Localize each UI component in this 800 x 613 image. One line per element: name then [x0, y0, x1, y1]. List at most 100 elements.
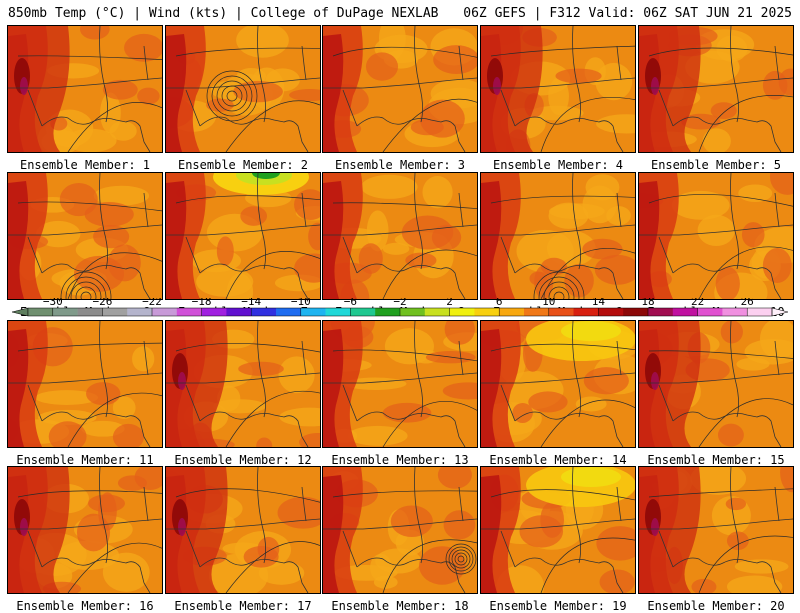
colorbar-swatch	[226, 308, 252, 316]
colorbar-tick-label: −30	[43, 298, 63, 308]
ensemble-member-panel: Ensemble Member: 13	[322, 320, 478, 467]
colorbar-tick-label: 2	[446, 298, 453, 308]
ensemble-member-label: Ensemble Member: 2	[177, 158, 309, 172]
ensemble-member-panel: Ensemble Member: 16	[7, 466, 163, 613]
colorbar-swatch	[474, 308, 500, 316]
ensemble-member-label: Ensemble Member: 20	[647, 599, 785, 613]
colorbar-swatch	[499, 308, 525, 316]
ensemble-member-map	[638, 25, 794, 153]
colorbar-swatch	[102, 308, 128, 316]
colorbar-swatch	[548, 308, 574, 316]
ensemble-member-map	[480, 172, 636, 300]
ensemble-member-map	[638, 466, 794, 594]
ensemble-member-panel: Ensemble Member: 6	[7, 172, 163, 319]
ensemble-member-panel: Ensemble Member: 2	[165, 25, 321, 172]
colorbar-tick-label: −6	[344, 298, 357, 308]
colorbar-tick-label: 18	[641, 298, 654, 308]
colorbar-tick-label: −10	[291, 298, 311, 308]
ensemble-member-panel: Ensemble Member: 15	[638, 320, 794, 467]
run-valid-time: 06Z GEFS | F312 Valid: 06Z SAT JUN 21 20…	[463, 6, 792, 21]
ensemble-member-label: Ensemble Member: 19	[489, 599, 627, 613]
ensemble-member-label: Ensemble Member: 3	[334, 158, 466, 172]
ensemble-member-label: Ensemble Member: 5	[650, 158, 782, 172]
ensemble-member-map	[165, 320, 321, 448]
colorbar-tick-label: 6	[496, 298, 503, 308]
ensemble-member-panel: Ensemble Member: 3	[322, 25, 478, 172]
ensemble-member-panel: Ensemble Member: 9	[480, 172, 636, 319]
colorbar-swatch	[424, 308, 450, 316]
ensemble-member-label: Ensemble Member: 18	[331, 599, 469, 613]
ensemble-member-label: Ensemble Member: 4	[492, 158, 624, 172]
ensemble-member-map	[165, 172, 321, 300]
colorbar-swatch	[697, 308, 723, 316]
ensemble-member-map	[480, 25, 636, 153]
ensemble-member-map	[7, 466, 163, 594]
colorbar-swatch	[623, 308, 649, 316]
ensemble-member-label: Ensemble Member: 17	[174, 599, 312, 613]
colorbar-swatch	[276, 308, 302, 316]
colorbar-tick-label: 14	[592, 298, 606, 308]
colorbar-swatch	[350, 308, 376, 316]
ensemble-member-panel: Ensemble Member: 1	[7, 25, 163, 172]
colorbar-swatch	[52, 308, 78, 316]
ensemble-member-panel: Ensemble Member: 10	[638, 172, 794, 319]
ensemble-member-panel: Ensemble Member: 8	[322, 172, 478, 319]
colorbar-swatch	[672, 308, 698, 316]
colorbar-swatch	[648, 308, 674, 316]
ensemble-member-label: Ensemble Member: 14	[489, 453, 627, 467]
ensemble-member-map	[7, 320, 163, 448]
colorbar-swatch	[77, 308, 103, 316]
colorbar-swatch	[524, 308, 550, 316]
ensemble-member-map	[165, 25, 321, 153]
ensemble-member-panel: Ensemble Member: 20	[638, 466, 794, 613]
ensemble-member-panel: Ensemble Member: 14	[480, 320, 636, 467]
colorbar-tick-label: 26	[741, 298, 754, 308]
colorbar-swatch	[176, 308, 202, 316]
ensemble-member-label: Ensemble Member: 16	[16, 599, 154, 613]
map-title: 850mb Temp (°C) | Wind (kts) | College o…	[8, 6, 439, 21]
ensemble-member-panel: Ensemble Member: 18	[322, 466, 478, 613]
colorbar-tick-label: 22	[691, 298, 704, 308]
colorbar-swatch	[251, 308, 277, 316]
colorbar-tick-label: −14	[241, 298, 261, 308]
colorbar-swatch	[127, 308, 153, 316]
ensemble-member-map	[322, 25, 478, 153]
ensemble-member-map	[322, 466, 478, 594]
colorbar-swatch	[375, 308, 401, 316]
ensemble-member-label: Ensemble Member: 12	[174, 453, 312, 467]
colorbar-swatch	[152, 308, 178, 316]
ensemble-member-map	[7, 172, 163, 300]
ensemble-member-map	[480, 320, 636, 448]
ensemble-member-label: Ensemble Member: 13	[331, 453, 469, 467]
ensemble-member-panel: Ensemble Member: 19	[480, 466, 636, 613]
ensemble-member-label: Ensemble Member: 1	[19, 158, 151, 172]
ensemble-member-map	[322, 172, 478, 300]
ensemble-member-label: Ensemble Member: 11	[16, 453, 154, 467]
ensemble-member-map	[480, 466, 636, 594]
ensemble-member-map	[165, 466, 321, 594]
ensemble-member-panel: Ensemble Member: 7	[165, 172, 321, 319]
colorbar-swatch	[573, 308, 599, 316]
colorbar-tick-label: −22	[142, 298, 162, 308]
colorbar-swatch	[201, 308, 227, 316]
colorbar-swatch	[722, 308, 748, 316]
temperature-colorbar: −30−26−22−18−14−10−6−2261014182226303438…	[10, 298, 790, 320]
colorbar-max-arrow	[771, 307, 789, 317]
colorbar-min-arrow	[11, 307, 29, 317]
ensemble-member-label: Ensemble Member: 15	[647, 453, 785, 467]
ensemble-member-map	[7, 25, 163, 153]
colorbar-swatch	[598, 308, 624, 316]
colorbar-swatch	[28, 308, 54, 316]
colorbar-tick-label: 10	[542, 298, 555, 308]
colorbar-swatch	[747, 308, 773, 316]
colorbar-swatch	[300, 308, 326, 316]
ensemble-member-panel: Ensemble Member: 11	[7, 320, 163, 467]
ensemble-member-panel: Ensemble Member: 12	[165, 320, 321, 467]
ensemble-member-map	[638, 320, 794, 448]
colorbar-tick-label: −26	[92, 298, 112, 308]
colorbar-tick-label: −18	[192, 298, 212, 308]
ensemble-member-map	[638, 172, 794, 300]
ensemble-member-panel: Ensemble Member: 4	[480, 25, 636, 172]
ensemble-member-map	[322, 320, 478, 448]
colorbar-swatch	[400, 308, 426, 316]
